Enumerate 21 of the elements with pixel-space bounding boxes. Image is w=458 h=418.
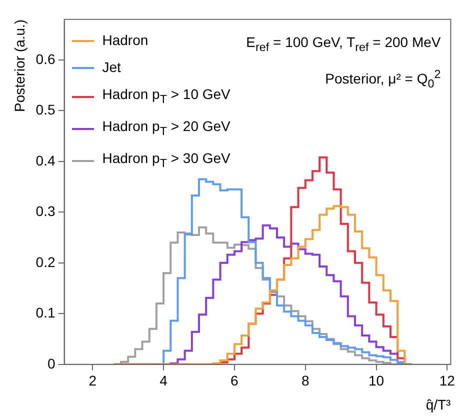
legend-label: Jet	[102, 58, 121, 78]
x-tick-label: 8	[301, 372, 310, 389]
y-tick-label: 0.5	[36, 102, 56, 118]
x-tick-label: 12	[439, 372, 456, 389]
y-axis-title: Posterior (a.u.)	[11, 19, 28, 112]
x-tick-label: 2	[88, 372, 97, 389]
y-tick-label: 0.2	[36, 254, 56, 270]
y-tick-label: 0.4	[36, 152, 56, 168]
annotation: E$_{ref}$ = 100 GeV, T$_{ref}$ = 200 MeV	[246, 33, 441, 56]
legend-label: Hadron	[102, 31, 148, 50]
y-tick-label: 0.1	[36, 304, 56, 321]
y-tick-label: 0.6	[36, 50, 56, 67]
x-tick-label: 4	[160, 372, 168, 389]
legend-label: Hadron p$_{T}$ > 10 GeV	[102, 85, 230, 108]
x-tick-label: 6	[230, 372, 239, 389]
x-tick-label: 10	[368, 372, 384, 389]
legend-label: Hadron p$_{T}$ > 30 GeV	[102, 148, 230, 172]
y-tick-label: 0	[47, 355, 56, 372]
x-axis-title: q̂/T³	[426, 396, 452, 412]
legend-label: Hadron p$_{T}$ > 20 GeV	[102, 117, 230, 140]
y-tick-label: 0.3	[36, 203, 56, 220]
